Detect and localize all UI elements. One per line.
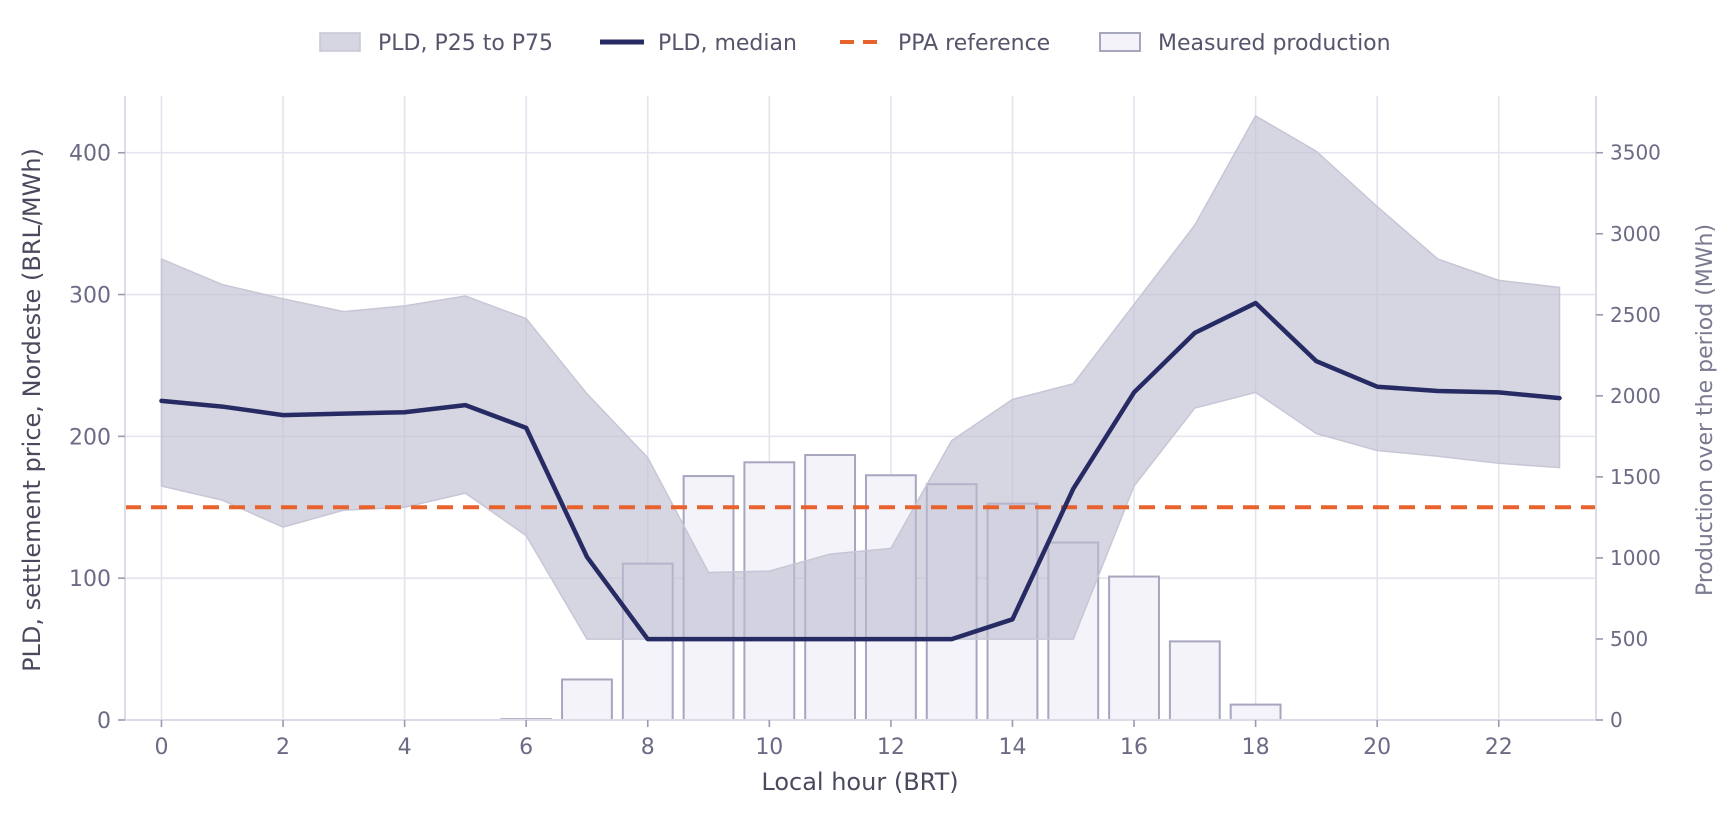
- legend: PLD, P25 to P75 PLD, median PPA reference M…: [319, 31, 1391, 56]
- legend-label-2: PPA reference: [898, 31, 1050, 56]
- y-tick-label-100: 100: [69, 567, 111, 592]
- x-axis-title: Local hour (BRT): [761, 768, 958, 796]
- y-right-tick-label-2500: 2500: [1610, 303, 1661, 327]
- legend-label-3: Measured production: [1158, 31, 1391, 56]
- production-bar-7: [561, 678, 613, 722]
- x-tick-label-16: 16: [1120, 735, 1148, 760]
- y-tick-label-400: 400: [69, 142, 111, 167]
- x-tick-label-10: 10: [755, 735, 783, 760]
- x-tick-label-12: 12: [877, 735, 905, 760]
- y-axis-title-right: Production over the period (MWh): [1693, 224, 1718, 596]
- production-bar-18: [1229, 703, 1282, 722]
- production-bar-16: [1108, 575, 1160, 721]
- y-right-tick-label-1500: 1500: [1610, 465, 1661, 489]
- y-right-tick-label-2000: 2000: [1610, 384, 1661, 408]
- legend-label-1: PLD, median: [658, 31, 797, 56]
- x-tick-label-2: 2: [276, 735, 290, 760]
- legend-swatch-production: [1099, 32, 1141, 52]
- legend-label-0: PLD, P25 to P75: [378, 31, 553, 56]
- legend-swatch-band: [319, 32, 361, 52]
- x-tick-label-14: 14: [998, 735, 1026, 760]
- x-tick-label-8: 8: [641, 735, 655, 760]
- y-right-tick-label-3000: 3000: [1610, 222, 1661, 246]
- y-tick-label-300: 300: [69, 284, 111, 309]
- y-tick-label-200: 200: [69, 425, 111, 450]
- pld-median-line: [159, 300, 1562, 642]
- production-bar-17: [1168, 640, 1221, 722]
- y-right-tick-label-500: 500: [1610, 627, 1648, 651]
- y-right-tick-label-0: 0: [1610, 708, 1623, 732]
- x-tick-label-20: 20: [1363, 735, 1391, 760]
- y-axis-title-left: PLD, settlement price, Nordeste (BRL/MWh…: [18, 148, 46, 672]
- x-tick-label-0: 0: [154, 735, 168, 760]
- x-tick-label-4: 4: [398, 735, 412, 760]
- x-tick-label-22: 22: [1485, 735, 1513, 760]
- axes: 0 2 4 6 8 10 12 14 16 18 20 22 0 100 200 300 400 0 500 1000…: [69, 96, 1661, 760]
- lines-group: [125, 300, 1596, 642]
- pld-band-group: [160, 114, 1561, 640]
- pld-band: [160, 114, 1561, 640]
- y-tick-label-0: 0: [97, 709, 111, 734]
- y-right-tick-label-3500: 3500: [1610, 141, 1661, 165]
- x-tick-label-18: 18: [1242, 735, 1270, 760]
- y-right-tick-label-1000: 1000: [1610, 546, 1661, 570]
- x-tick-label-6: 6: [519, 735, 533, 760]
